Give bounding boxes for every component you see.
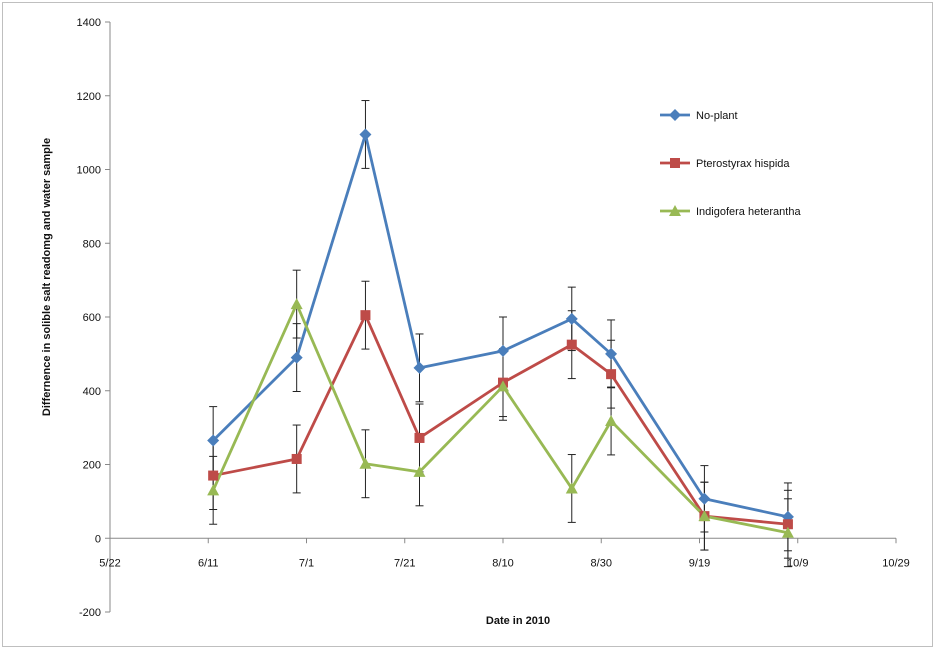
legend-marker-indigofera-heterantha [669,205,681,216]
legend-label-pterostyrax-hispida: Pterostyrax hispida [696,158,790,170]
x-tick-label: 10/29 [882,557,910,569]
point-indigofera-heterantha [413,465,426,477]
point-indigofera-heterantha [781,526,794,538]
x-tick-label: 6/11 [198,557,219,569]
x-tick-label: 7/1 [299,557,314,569]
x-tick-label: 8/10 [492,557,513,569]
point-indigofera-heterantha [698,510,711,522]
y-tick-label: 800 [83,238,101,250]
x-tick-label: 9/19 [689,557,710,569]
y-tick-label: 0 [95,533,101,545]
y-tick-label: 200 [83,460,101,472]
x-tick-label: 10/9 [787,557,808,569]
y-tick-label: 400 [83,386,101,398]
x-axis-title: Date in 2010 [486,615,550,627]
point-indigofera-heterantha [565,482,578,494]
x-tick-label: 5/22 [99,557,120,569]
y-tick-label: 1000 [77,165,101,177]
point-no-plant [497,344,509,357]
point-pterostyrax-hispida [414,432,425,443]
point-no-plant [698,492,711,505]
x-tick-label: 7/21 [394,557,415,569]
point-indigofera-heterantha [605,414,618,426]
point-no-plant [290,351,303,364]
point-pterostyrax-hispida [291,453,302,464]
y-axis-title: Differnence in solible salt readomg and … [41,138,53,416]
point-indigofera-heterantha [497,380,509,392]
point-pterostyrax-hispida [606,369,617,380]
point-indigofera-heterantha [207,484,220,496]
point-pterostyrax-hispida [360,310,371,321]
point-no-plant [605,347,618,360]
legend-marker-no-plant [669,109,681,121]
y-tick-label: -200 [79,607,101,619]
point-no-plant [359,128,372,141]
legend-label-no-plant: No-plant [696,110,738,122]
series-markers [207,128,794,538]
point-pterostyrax-hispida [782,519,793,530]
point-no-plant [413,361,426,374]
point-pterostyrax-hispida [208,470,219,481]
x-tick-label: 8/30 [591,557,612,569]
y-tick-label: 1400 [77,17,101,29]
point-indigofera-heterantha [359,457,372,469]
point-no-plant [565,312,578,325]
legend-marker-pterostyrax-hispida [670,158,680,168]
y-tick-label: 1200 [77,91,101,103]
point-pterostyrax-hispida [566,339,577,350]
legend: No-plant Pterostyrax hispida Indigofera he… [660,109,801,218]
axes: -200 0 200 400 600 800 1000 1200 1400 5/22 6/11 7/1… [77,17,910,619]
legend-label-indigofera-heterantha: Indigofera heterantha [696,206,801,218]
series-lines [211,133,789,535]
point-no-plant [207,434,220,447]
point-indigofera-heterantha [290,298,303,310]
y-tick-label: 600 [83,312,101,324]
